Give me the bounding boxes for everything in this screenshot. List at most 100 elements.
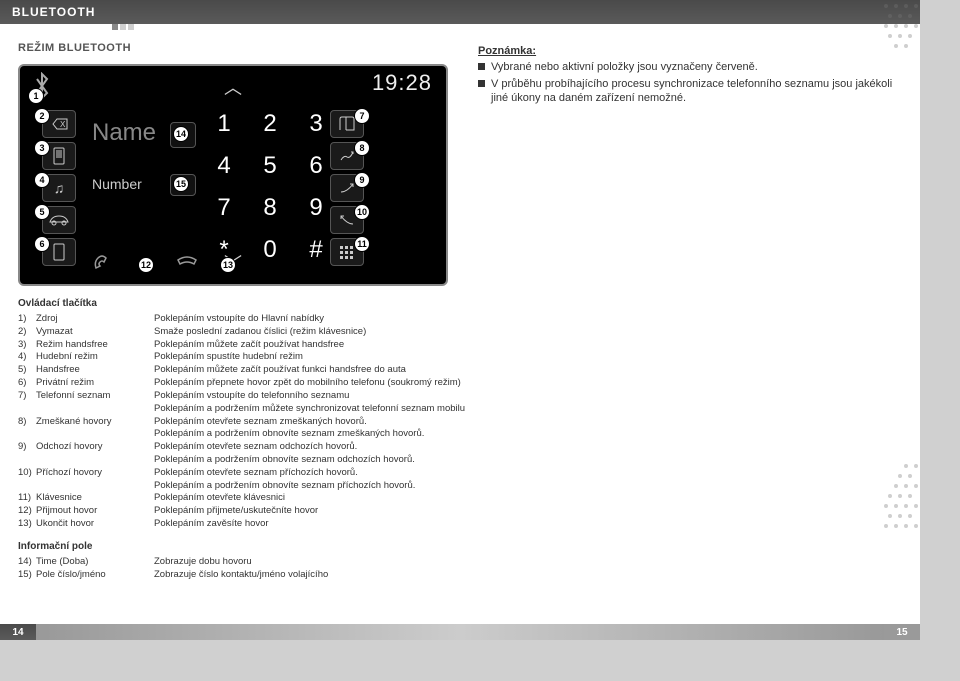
control-number xyxy=(18,403,36,416)
header-title: BLUETOOTH xyxy=(12,5,95,19)
name-label: Name xyxy=(92,119,156,147)
control-description: Poklepáním otevřete seznam zmeškaných ho… xyxy=(154,416,465,429)
control-description: Poklepáním vstoupíte do Hlavní nabídky xyxy=(154,313,465,326)
control-label: Přijmout hovor xyxy=(36,505,154,518)
control-label xyxy=(36,480,154,493)
page-number-left: 14 xyxy=(0,624,36,640)
control-number: 8) xyxy=(18,416,36,429)
control-row: 10)Příchozí hovoryPoklepáním otevřete se… xyxy=(18,467,465,480)
control-row: 9)Odchozí hovoryPoklepáním otevřete sezn… xyxy=(18,441,465,454)
control-label xyxy=(36,403,154,416)
key-8: 8 xyxy=(252,190,288,226)
control-label: Handsfree xyxy=(36,364,154,377)
control-label: Klávesnice xyxy=(36,492,154,505)
control-row: 5)HandsfreePoklepáním můžete začít použí… xyxy=(18,364,465,377)
control-row: 6)Privátní režimPoklepáním přepnete hovo… xyxy=(18,377,465,390)
callout-14: 14 xyxy=(173,126,189,142)
decorative-dots xyxy=(880,0,920,160)
callout-6: 6 xyxy=(34,236,50,252)
control-number: 5) xyxy=(18,364,36,377)
callout-5: 5 xyxy=(34,204,50,220)
header-band: BLUETOOTH xyxy=(0,0,920,24)
answer-call-icon xyxy=(92,252,118,278)
control-number xyxy=(18,454,36,467)
control-number: 3) xyxy=(18,339,36,352)
end-call-icon xyxy=(174,252,200,278)
control-label: Režim handsfree xyxy=(36,339,154,352)
control-number: 11) xyxy=(18,492,36,505)
note-line-1: Vybrané nebo aktivní položky jsou vyznač… xyxy=(491,60,758,74)
key-7: 7 xyxy=(206,190,242,226)
key-9: 9 xyxy=(298,190,334,226)
control-row: 7)Telefonní seznamPoklepáním vstoupíte d… xyxy=(18,390,465,403)
control-row: 2)VymazatSmaže poslední zadanou číslici … xyxy=(18,326,465,339)
callout-9: 9 xyxy=(354,172,370,188)
control-label: Time (Doba) xyxy=(36,556,154,569)
time-value: 19:28 xyxy=(372,70,432,96)
control-description: Poklepáním přijmete/uskutečníte hovor xyxy=(154,505,465,518)
control-description: Poklepáním a podržením obnovíte seznam o… xyxy=(154,454,465,467)
control-label: Telefonní seznam xyxy=(36,390,154,403)
control-number xyxy=(18,480,36,493)
control-number: 9) xyxy=(18,441,36,454)
key-6: 6 xyxy=(298,148,334,184)
keypad: 1 2 3 4 5 6 7 8 9 * 0 # xyxy=(206,106,334,268)
control-number xyxy=(18,428,36,441)
callout-11: 11 xyxy=(354,236,370,252)
decorative-dots xyxy=(880,460,920,580)
callout-13: 13 xyxy=(220,257,236,273)
control-number: 15) xyxy=(18,569,36,582)
control-row: 3)Režim handsfreePoklepáním můžete začít… xyxy=(18,339,465,352)
control-description: Poklepáním můžete začít používat handsfr… xyxy=(154,339,465,352)
info-section: Informační pole 14)Time (Doba)Zobrazuje … xyxy=(0,531,920,582)
control-label: Vymazat xyxy=(36,326,154,339)
control-label xyxy=(36,454,154,467)
svg-text:X: X xyxy=(60,120,66,129)
control-number: 12) xyxy=(18,505,36,518)
section-title: REŽIM BLUETOOTH xyxy=(18,42,448,54)
callout-3: 3 xyxy=(34,140,50,156)
control-row: 14)Time (Doba)Zobrazuje dobu hovoru xyxy=(18,556,328,569)
control-description: Poklepáním otevřete seznam odchozích hov… xyxy=(154,441,465,454)
bullet-icon xyxy=(478,63,485,70)
key-hash: # xyxy=(298,232,334,268)
control-description: Poklepáním můžete začít používat funkci … xyxy=(154,364,465,377)
callout-7: 7 xyxy=(354,108,370,124)
key-0: 0 xyxy=(252,232,288,268)
header-accent xyxy=(112,24,134,30)
controls-section: Ovládací tlačítka 1)ZdrojPoklepáním vsto… xyxy=(0,286,920,531)
control-label: Odchozí hovory xyxy=(36,441,154,454)
control-number: 2) xyxy=(18,326,36,339)
control-row: 15)Pole číslo/jménoZobrazuje číslo konta… xyxy=(18,569,328,582)
note-block: Poznámka: Vybrané nebo aktivní položky j… xyxy=(478,44,902,107)
control-label: Pole číslo/jméno xyxy=(36,569,154,582)
control-row: 12)Přijmout hovorPoklepáním přijmete/usk… xyxy=(18,505,465,518)
control-description: Poklepáním a podržením obnovíte seznam z… xyxy=(154,428,465,441)
control-description: Poklepáním přepnete hovor zpět do mobiln… xyxy=(154,377,465,390)
callout-10: 10 xyxy=(354,204,370,220)
key-4: 4 xyxy=(206,148,242,184)
bluetooth-diagram: 1 19:28 ︿ ﹀ X 2 3 ♫ 4 5 xyxy=(18,64,448,286)
control-description: Poklepáním zavěsíte hovor xyxy=(154,518,465,531)
callout-12: 12 xyxy=(138,257,154,273)
control-row: 8)Zmeškané hovoryPoklepáním otevřete sez… xyxy=(18,416,465,429)
footer-stripe xyxy=(36,624,884,640)
control-number: 13) xyxy=(18,518,36,531)
control-row: Poklepáním a podržením obnovíte seznam z… xyxy=(18,428,465,441)
control-row: 4)Hudební režimPoklepáním spustíte hudeb… xyxy=(18,351,465,364)
control-label: Privátní režim xyxy=(36,377,154,390)
control-label: Zdroj xyxy=(36,313,154,326)
callout-15: 15 xyxy=(173,176,189,192)
control-row: 11)KlávesnicePoklepáním otevřete klávesn… xyxy=(18,492,465,505)
key-2: 2 xyxy=(252,106,288,142)
control-label: Příchozí hovory xyxy=(36,467,154,480)
control-row: 13)Ukončit hovorPoklepáním zavěsíte hovo… xyxy=(18,518,465,531)
control-row: Poklepáním a podržením můžete synchroniz… xyxy=(18,403,465,416)
page-number-right: 15 xyxy=(884,624,920,640)
control-description: Poklepáním a podržením obnovíte seznam p… xyxy=(154,480,465,493)
chevron-up-icon: ︿ xyxy=(224,74,242,100)
control-number: 4) xyxy=(18,351,36,364)
control-row: 1)ZdrojPoklepáním vstoupíte do Hlavní na… xyxy=(18,313,465,326)
callout-4: 4 xyxy=(34,172,50,188)
control-row: Poklepáním a podržením obnovíte seznam p… xyxy=(18,480,465,493)
